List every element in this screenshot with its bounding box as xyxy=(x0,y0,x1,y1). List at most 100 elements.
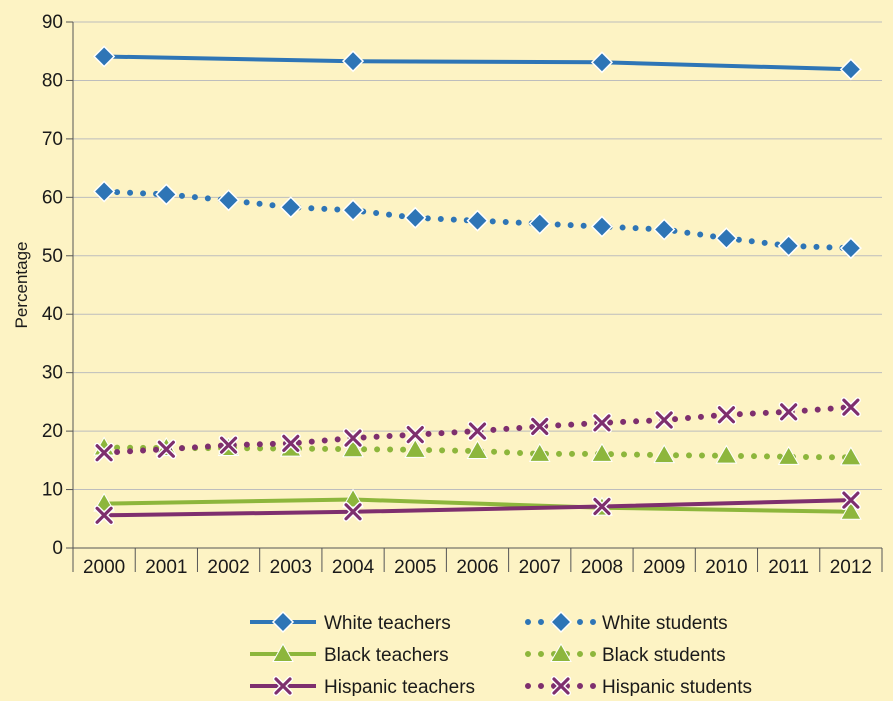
x-tick-label-2006: 2006 xyxy=(456,557,498,578)
legend-marker-hispanic-teachers xyxy=(273,676,293,696)
x-mark-stroke xyxy=(842,491,860,509)
x-mark-stroke xyxy=(717,406,736,424)
data-point-white-teachers-2004 xyxy=(341,50,365,73)
data-point-black-students-2004 xyxy=(342,438,364,458)
series-white-teachers xyxy=(93,45,862,81)
x-mark-stroke xyxy=(157,440,175,458)
gridlines xyxy=(73,21,882,491)
data-point-black-students-2011 xyxy=(777,445,800,465)
y-tick-label: 70 xyxy=(42,129,63,150)
series-line-white-teachers xyxy=(104,54,851,72)
x-mark-stroke xyxy=(593,414,611,432)
data-point-hispanic-students-2008 xyxy=(591,412,612,433)
x-mark-stroke xyxy=(655,411,673,429)
y-tick-label: 10 xyxy=(42,480,63,501)
data-point-black-students-2007 xyxy=(528,442,551,462)
x-mark-stroke xyxy=(468,422,487,440)
data-point-hispanic-teachers-2012 xyxy=(840,490,861,511)
data-point-white-students-2009 xyxy=(653,218,676,241)
data-point-white-students-2005 xyxy=(404,206,427,229)
data-point-hispanic-students-2004 xyxy=(343,428,364,449)
x-mark-stroke xyxy=(531,417,549,436)
y-tick-label: 0 xyxy=(52,538,63,559)
x-mark-stroke xyxy=(274,677,292,695)
x-mark-stroke xyxy=(219,436,238,454)
y-tick-label: 80 xyxy=(42,70,63,91)
x-tick-label-2011: 2011 xyxy=(768,557,809,578)
legend-marker-white-teachers xyxy=(271,610,295,634)
data-point-hispanic-students-2007 xyxy=(529,416,550,437)
legend-item-black-students: Black students xyxy=(525,642,726,666)
series-hispanic-teachers xyxy=(94,490,861,526)
y-tick-label: 30 xyxy=(42,363,63,384)
x-mark-stroke xyxy=(95,506,113,524)
data-point-white-students-2012 xyxy=(839,237,862,260)
data-point-hispanic-students-2006 xyxy=(467,421,488,442)
x-tick-label-2000: 2000 xyxy=(83,557,125,578)
data-point-white-students-2002 xyxy=(217,189,240,212)
data-point-hispanic-students-2000 xyxy=(94,442,115,463)
data-point-white-students-2006 xyxy=(466,209,489,232)
legend-label-white-teachers: White teachers xyxy=(324,613,451,634)
x-mark-stroke xyxy=(344,429,362,447)
data-point-white-students-2004 xyxy=(341,199,365,222)
x-tick-label-2003: 2003 xyxy=(270,557,312,578)
series-black-students xyxy=(93,436,862,466)
data-point-hispanic-students-2002 xyxy=(218,435,239,456)
x-tick-label-2002: 2002 xyxy=(207,557,249,578)
series-line-black-teachers xyxy=(104,497,851,514)
series-group xyxy=(93,45,862,526)
data-point-white-students-2001 xyxy=(155,183,178,206)
legend-label-hispanic-students: Hispanic students xyxy=(602,677,752,696)
x-tick-label-2009: 2009 xyxy=(643,557,685,578)
y-tick-label: 20 xyxy=(42,421,63,442)
data-point-black-students-2005 xyxy=(404,438,427,458)
legend-marker-white-students xyxy=(549,610,573,634)
x-mark-stroke xyxy=(344,503,362,521)
data-point-hispanic-students-2011 xyxy=(778,401,799,422)
y-tick-label: 60 xyxy=(42,187,63,208)
legend-label-black-students: Black students xyxy=(602,645,726,666)
data-point-hispanic-teachers-2008 xyxy=(591,496,612,517)
series-hispanic-students xyxy=(94,397,861,463)
data-point-white-teachers-2008 xyxy=(590,51,614,74)
y-tick-label: 50 xyxy=(42,246,63,267)
x-mark-stroke xyxy=(842,398,860,416)
x-mark-stroke xyxy=(552,677,570,695)
data-point-white-students-2003 xyxy=(279,196,302,219)
y-tick-label: 90 xyxy=(42,12,63,33)
x-tick-label-2001: 2001 xyxy=(145,557,187,578)
x-mark-stroke xyxy=(282,434,300,452)
legend-label-white-students: White students xyxy=(602,613,728,634)
data-point-hispanic-students-2003 xyxy=(280,433,301,454)
data-point-white-teachers-2012 xyxy=(839,58,862,81)
legend-item-white-students: White students xyxy=(525,610,728,634)
x-tick-label-2005: 2005 xyxy=(394,557,436,578)
x-tick-label-2004: 2004 xyxy=(332,557,375,578)
data-point-black-students-2012 xyxy=(840,446,862,466)
data-point-hispanic-students-2010 xyxy=(716,404,737,425)
legend-label-hispanic-teachers: Hispanic teachers xyxy=(324,677,475,696)
y-axis-title: Percentage xyxy=(12,242,31,329)
legend-item-hispanic-teachers: Hispanic teachers xyxy=(250,676,475,698)
legend: White teachers White students Black teache… xyxy=(250,610,752,698)
series-line-hispanic-teachers xyxy=(104,498,851,518)
legend-marker-hispanic-students xyxy=(551,676,571,696)
legend-item-hispanic-students: Hispanic students xyxy=(525,676,752,698)
x-mark-stroke xyxy=(95,444,113,462)
data-point-black-teachers-2012 xyxy=(840,500,862,520)
legend-item-white-teachers: White teachers xyxy=(250,610,451,634)
data-point-black-students-2009 xyxy=(653,444,676,464)
x-tick-label-2008: 2008 xyxy=(581,557,623,578)
data-point-hispanic-students-2012 xyxy=(840,397,861,418)
legend-item-black-teachers: Black teachers xyxy=(250,642,449,666)
x-mark-stroke xyxy=(406,426,424,444)
data-point-black-students-2008 xyxy=(591,442,613,462)
legend-marker-black-teachers xyxy=(272,642,294,662)
x-tick-label-2012: 2012 xyxy=(830,557,872,578)
data-point-hispanic-students-2005 xyxy=(405,424,426,445)
x-mark-stroke xyxy=(780,403,798,421)
legend-marker-black-students xyxy=(550,642,572,662)
axes: 0 10 20 30 40 50 60 70 80 90 2000 2001 2002 2003 2004 2… xyxy=(12,12,883,578)
